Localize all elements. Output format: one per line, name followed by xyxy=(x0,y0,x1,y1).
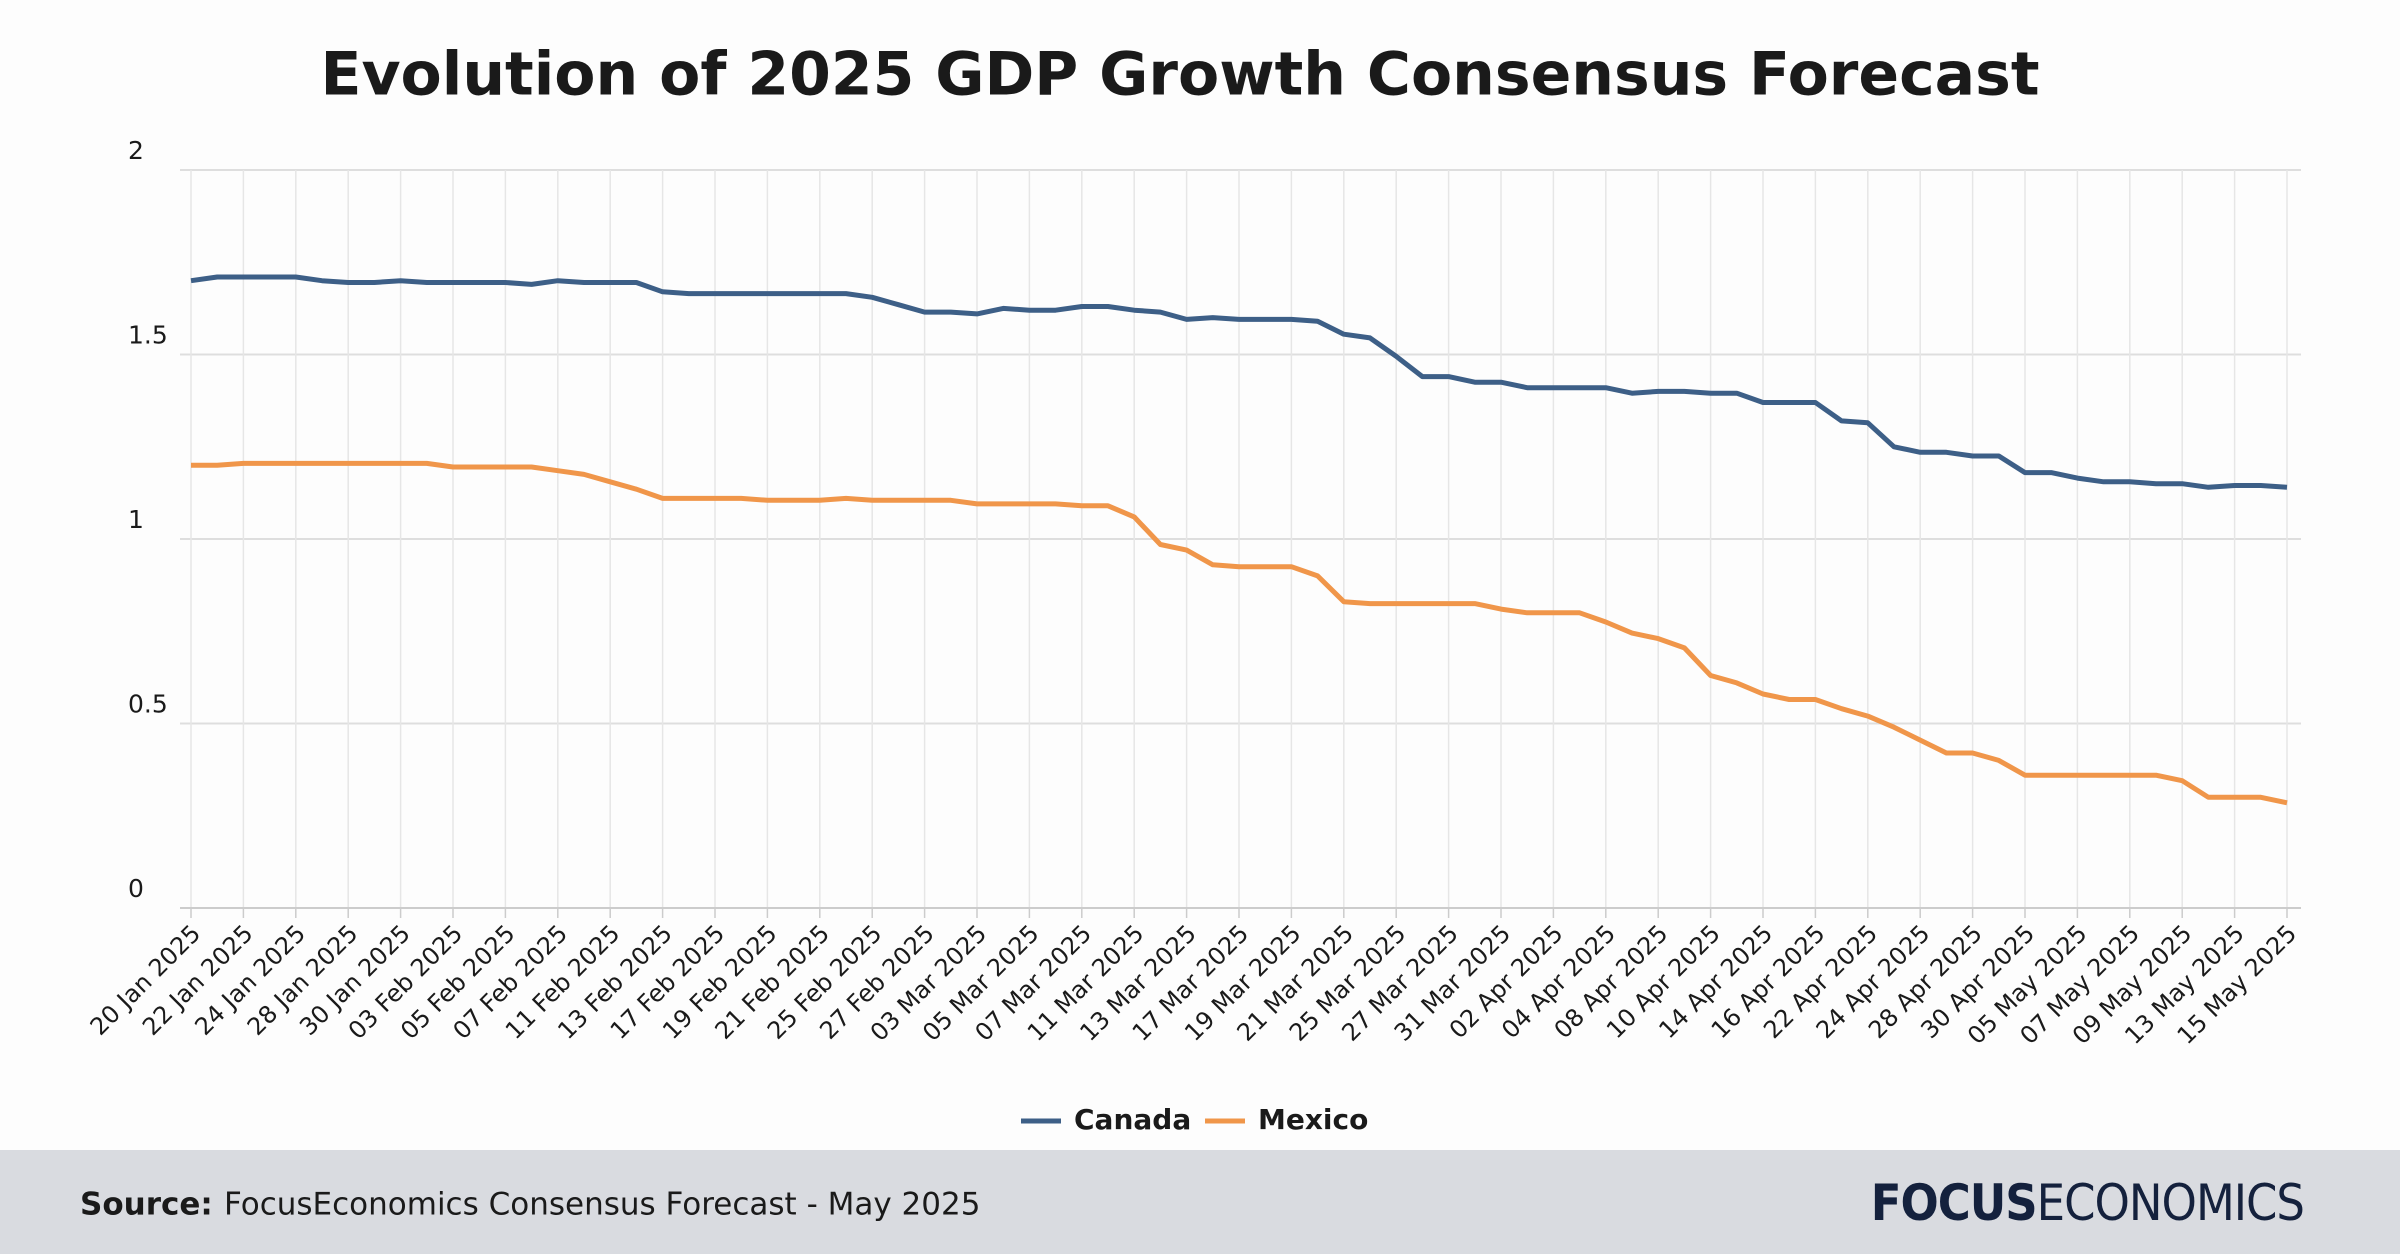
y-tick-label: 0.5 xyxy=(128,690,168,719)
series-line xyxy=(190,274,2288,490)
chart-title: Evolution of 2025 GDP Growth Consensus F… xyxy=(320,40,2039,110)
logo-light: ECONOMICS xyxy=(2037,1174,2304,1232)
logo: FOCUSECONOMICS xyxy=(1871,1174,2304,1232)
logo-bold: FOCUS xyxy=(1871,1174,2037,1232)
y-tick-label: 0 xyxy=(128,874,144,903)
footer-band xyxy=(0,1150,2400,1254)
source-label: Source: xyxy=(80,1187,213,1223)
y-tick-label: 1.5 xyxy=(128,321,168,350)
source-text: FocusEconomics Consensus Forecast - May … xyxy=(224,1187,980,1223)
series-line xyxy=(191,460,2288,806)
legend-label: Mexico xyxy=(1258,1103,1368,1136)
y-tick-label: 1 xyxy=(128,505,144,534)
legend-label: Canada xyxy=(1074,1103,1191,1136)
y-tick-label: 2 xyxy=(128,136,144,165)
